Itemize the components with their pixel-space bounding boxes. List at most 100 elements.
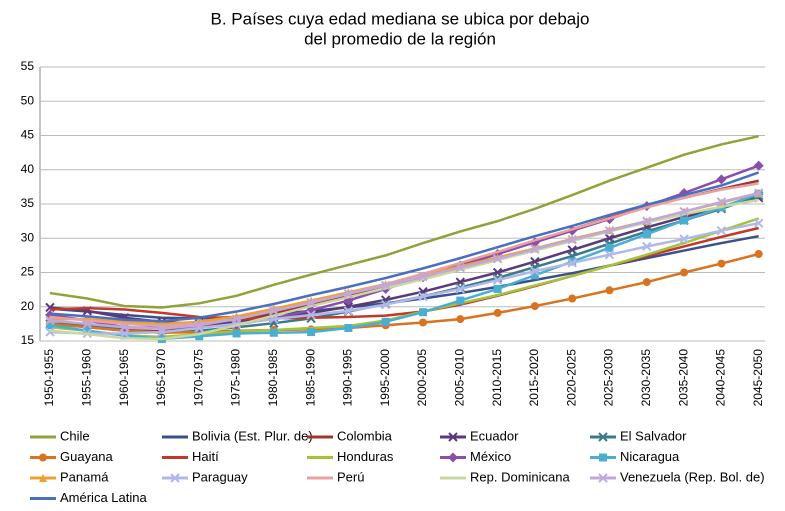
- marker: [380, 280, 391, 291]
- marker: [753, 188, 764, 198]
- y-tick-label: 35: [21, 196, 35, 210]
- marker: [269, 328, 278, 337]
- x-tick-label: 2015-2020: [527, 349, 541, 407]
- marker: [307, 328, 316, 337]
- x-tick-label: 2005-2010: [452, 349, 466, 407]
- legend-marker: [39, 453, 47, 462]
- marker: [530, 266, 540, 276]
- x-tick-label: 2035-2040: [676, 349, 690, 407]
- marker: [195, 332, 204, 341]
- marker: [716, 197, 727, 207]
- marker: [716, 226, 727, 236]
- marker: [344, 323, 353, 332]
- legend-label: Colombia: [337, 428, 393, 443]
- x-tick-label: 2040-2045: [714, 349, 728, 407]
- marker: [418, 291, 428, 302]
- marker: [530, 244, 540, 254]
- x-tick-label: 1975-1980: [229, 349, 243, 407]
- y-tick-label: 30: [21, 230, 35, 244]
- marker: [642, 241, 652, 252]
- marker: [604, 226, 615, 236]
- x-tick-label: 2045-2050: [751, 349, 765, 407]
- marker: [605, 286, 614, 295]
- legend-label: Paraguay: [192, 469, 248, 484]
- x-tick-label: 2010-2015: [490, 349, 504, 407]
- marker: [456, 296, 465, 305]
- series-line: [49, 182, 759, 328]
- legend-label: Rep. Dominicana: [470, 469, 570, 484]
- marker: [567, 258, 577, 268]
- legend-label: Venezuela (Rep. Bol. de): [620, 469, 765, 484]
- legend-label: Nicaragua: [620, 449, 680, 464]
- y-tick-label: 20: [21, 299, 35, 313]
- legend-marker: [598, 473, 608, 483]
- marker: [754, 250, 763, 259]
- marker: [269, 306, 279, 316]
- marker: [343, 289, 354, 299]
- chart-title: B. Países cuya edad mediana se ubica por…: [211, 9, 590, 28]
- x-tick-label: 1980-1985: [266, 349, 280, 407]
- x-tick-label: 1970-1975: [191, 349, 205, 407]
- marker: [343, 306, 354, 316]
- marker: [232, 329, 241, 338]
- legend-label: El Salvador: [620, 428, 687, 443]
- series-line: [49, 196, 760, 326]
- marker: [680, 216, 689, 225]
- x-tick-label: 2030-2035: [639, 349, 653, 407]
- y-tick-label: 50: [21, 93, 35, 107]
- marker: [455, 262, 466, 273]
- marker: [679, 234, 689, 244]
- series-line: [49, 221, 759, 335]
- series-line: [49, 191, 759, 330]
- marker: [419, 318, 427, 327]
- legend-marker: [598, 432, 608, 442]
- legend-marker: [599, 453, 607, 462]
- legend-marker: [170, 473, 180, 483]
- marker: [604, 249, 615, 260]
- legend-label: América Latina: [60, 490, 147, 505]
- marker: [753, 160, 764, 171]
- marker: [419, 308, 427, 317]
- marker: [753, 218, 764, 228]
- y-tick-label: 40: [21, 162, 35, 176]
- legend-label: Perú: [337, 469, 364, 484]
- x-tick-label: 2000-2005: [415, 349, 429, 407]
- series-line: [50, 191, 760, 326]
- chart-title: del promedio de la región: [304, 29, 496, 48]
- marker: [82, 319, 93, 329]
- series-line: [49, 217, 760, 339]
- legend-label: Ecuador: [470, 428, 519, 443]
- marker: [455, 284, 466, 294]
- marker: [567, 234, 577, 245]
- legend-marker: [39, 474, 47, 482]
- legend-label: Chile: [60, 428, 90, 443]
- marker: [717, 259, 726, 268]
- marker: [456, 315, 465, 324]
- marker: [605, 243, 614, 252]
- marker: [568, 294, 577, 303]
- series-line: [49, 171, 760, 323]
- marker: [306, 310, 316, 320]
- legend-label: Honduras: [337, 449, 394, 464]
- marker: [642, 230, 651, 239]
- marker: [119, 322, 130, 333]
- series-line: [49, 164, 760, 330]
- legend-label: México: [470, 449, 511, 464]
- marker: [45, 315, 55, 326]
- marker: [716, 174, 727, 185]
- marker: [493, 284, 502, 293]
- x-tick-label: 1960-1965: [117, 349, 131, 407]
- x-tick-label: 1990-1995: [341, 349, 355, 407]
- y-tick-label: 45: [21, 128, 35, 142]
- legend-label: Panamá: [60, 469, 109, 484]
- marker: [231, 314, 242, 324]
- x-tick-label: 2025-2030: [602, 349, 616, 407]
- marker: [381, 317, 390, 326]
- marker: [680, 268, 689, 277]
- marker: [45, 327, 55, 337]
- marker: [493, 308, 502, 317]
- marker: [194, 320, 204, 330]
- marker: [306, 297, 316, 308]
- marker: [46, 321, 54, 330]
